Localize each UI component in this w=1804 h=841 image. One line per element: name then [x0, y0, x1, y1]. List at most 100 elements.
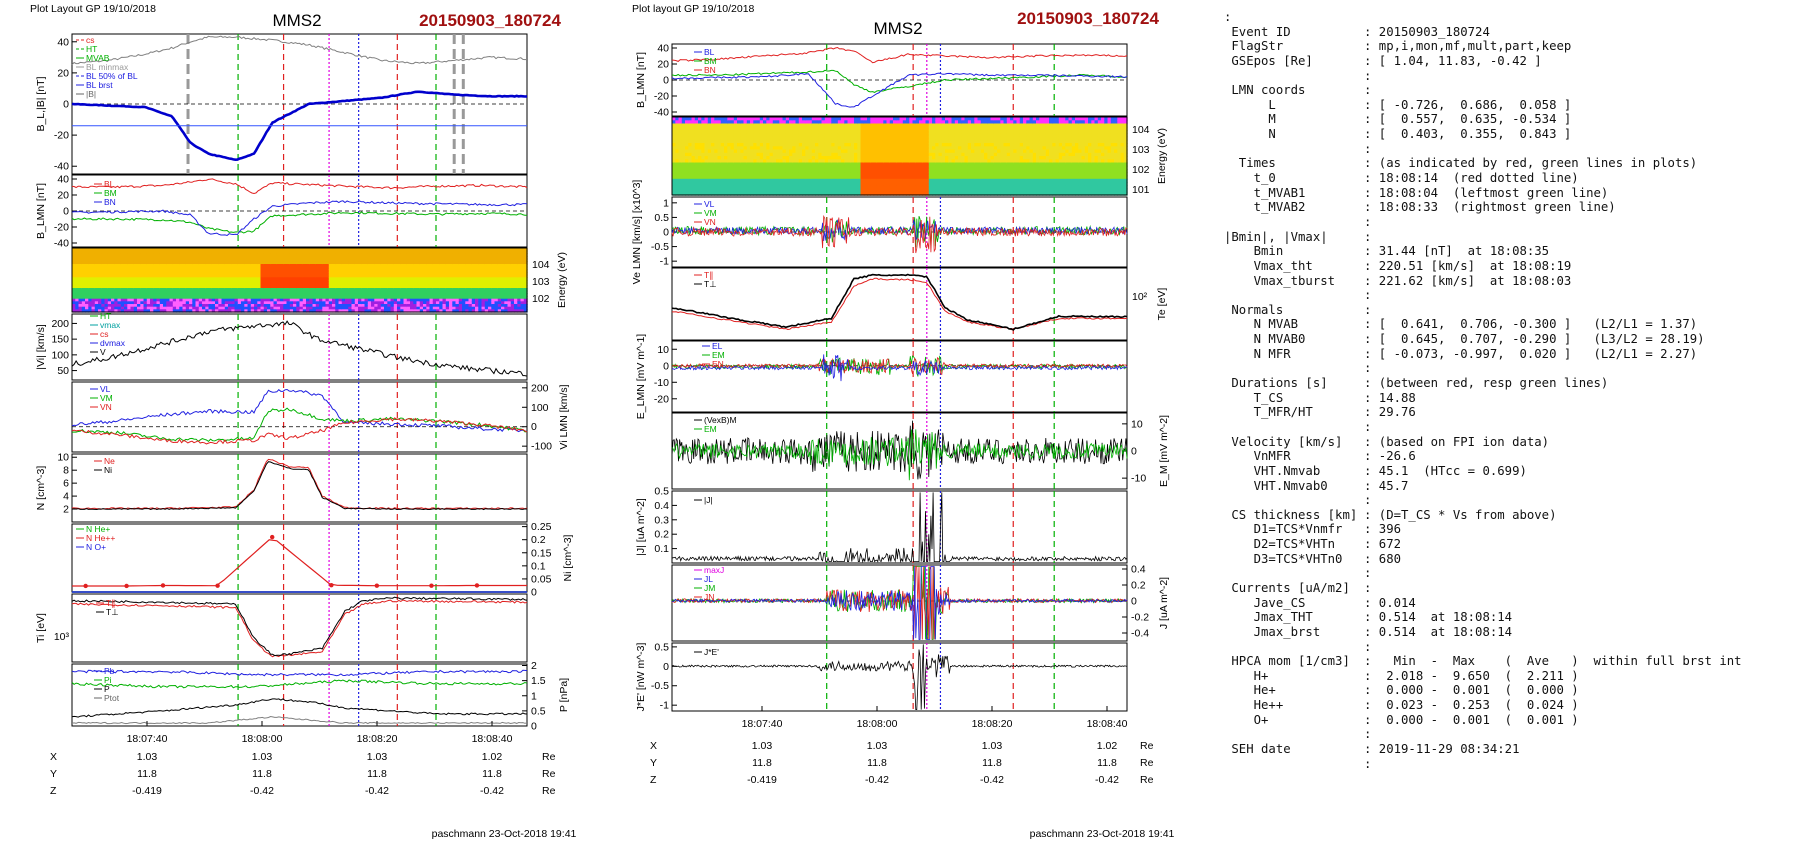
- spectrogram-cell: [179, 258, 184, 262]
- spectrogram-cell: [364, 261, 369, 265]
- spectrogram-cell: [397, 274, 401, 278]
- spectrogram-cell: [481, 248, 486, 252]
- spectrogram-cell: [257, 266, 262, 270]
- spectrogram-cell: [166, 258, 171, 262]
- spectrogram-cell: [208, 304, 213, 308]
- spectrogram-cell: [494, 258, 499, 262]
- spectrogram-cell: [792, 126, 797, 131]
- spectrogram-cell: [704, 162, 709, 167]
- spectrogram-cell: [714, 139, 719, 144]
- spectrogram-cell: [244, 258, 249, 262]
- spectrogram-cell: [769, 136, 774, 141]
- spectrogram-cell: [675, 156, 680, 160]
- spectrogram-cell: [140, 269, 145, 273]
- spectrogram-cell: [468, 285, 473, 289]
- spectrogram-cell: [241, 304, 245, 308]
- spectrogram-cell: [124, 304, 128, 308]
- spectrogram-cell: [319, 301, 323, 305]
- spectrogram-cell: [740, 162, 745, 167]
- spectrogram-cell: [685, 136, 689, 141]
- spectrogram-cell: [263, 280, 268, 284]
- spectrogram-cell: [182, 269, 187, 273]
- spectrogram-cell: [364, 256, 369, 260]
- spectrogram-cell: [759, 117, 764, 121]
- spectrogram-cell: [691, 191, 696, 196]
- spectrogram-cell: [701, 182, 706, 186]
- spectrogram-cell: [808, 156, 813, 160]
- spectrogram-cell: [766, 162, 771, 167]
- spectrogram-cell: [228, 282, 232, 286]
- spectrogram-cell: [143, 253, 148, 257]
- panel-frame: [71, 313, 528, 381]
- spectrogram-cell: [120, 306, 125, 310]
- spectrogram-cell: [442, 256, 447, 260]
- spectrogram-cell: [94, 290, 99, 294]
- spectrogram-cell: [841, 156, 845, 160]
- ephem-value: 1.03: [252, 751, 273, 763]
- spectrogram-cell: [377, 280, 382, 284]
- spectrogram-cell: [798, 191, 803, 196]
- spectrogram-cell: [163, 306, 167, 310]
- spectrogram-cell: [423, 282, 427, 286]
- spectrogram-cell: [462, 304, 466, 308]
- spectrogram-cell: [462, 250, 466, 254]
- spectrogram-cell: [685, 133, 689, 138]
- spectrogram-cell: [75, 296, 80, 300]
- spectrogram-cell: [156, 282, 161, 286]
- spectrogram-cell: [834, 117, 839, 121]
- spectrogram-cell: [694, 172, 699, 177]
- spectrogram-cell: [821, 126, 826, 131]
- spectrogram-cell: [403, 261, 408, 265]
- spectrogram-cell: [163, 264, 167, 268]
- spectrogram-cell: [478, 285, 483, 289]
- spectrogram-cell: [769, 139, 774, 144]
- spectrogram-cell: [104, 274, 109, 278]
- spectrogram-cell: [341, 296, 346, 300]
- spectrogram-cell: [169, 277, 174, 281]
- spectrogram-cell: [517, 256, 522, 260]
- spectrogram-cell: [166, 282, 171, 286]
- spectrogram-cell: [828, 149, 832, 154]
- spectrogram-cell: [691, 188, 696, 193]
- spectrogram-cell: [792, 165, 797, 170]
- spectrogram-cell: [507, 306, 512, 310]
- spectrogram-cell: [808, 130, 813, 134]
- spectrogram-cell: [795, 165, 800, 170]
- spectrogram-cell: [818, 172, 823, 177]
- spectrogram-cell: [397, 256, 401, 260]
- spectrogram-cell: [270, 293, 275, 297]
- spectrogram-cell: [458, 258, 463, 262]
- spectrogram-cell: [494, 282, 499, 286]
- spectrogram-cell: [143, 304, 148, 308]
- spectrogram-cell: [782, 136, 787, 141]
- spectrogram-cell: [727, 191, 732, 196]
- y-axis-label: Vi LMN [km/s]: [558, 384, 570, 449]
- spectrogram-cell: [302, 274, 307, 278]
- spectrogram-cell: [371, 266, 375, 270]
- spectrogram-cell: [286, 261, 291, 265]
- spectrogram-cell: [276, 277, 281, 281]
- spectrogram-cell: [733, 162, 738, 167]
- spectrogram-cell: [374, 272, 379, 276]
- spectrogram-cell: [733, 136, 738, 141]
- spectrogram-cell: [517, 253, 522, 257]
- spectrogram-cell: [400, 250, 405, 254]
- spectrogram-cell: [189, 261, 193, 265]
- spectrogram-cell: [672, 133, 676, 138]
- spectrogram-cell: [371, 272, 375, 276]
- spectrogram-cell: [332, 309, 336, 313]
- panel-frame: [71, 663, 528, 727]
- y-tick-label: -40: [54, 238, 69, 250]
- spectrogram-cell: [319, 277, 323, 281]
- spectrogram-cell: [504, 264, 509, 268]
- spectrogram-cell: [452, 301, 457, 305]
- spectrogram-cell: [792, 178, 797, 183]
- spectrogram-cell: [802, 117, 806, 121]
- spectrogram-cell: [137, 272, 141, 276]
- spectrogram-cell: [341, 309, 346, 313]
- spectrogram-cell: [296, 301, 301, 305]
- spectrogram-cell: [143, 288, 148, 292]
- spectrogram-cell: [380, 269, 385, 273]
- spectrogram-cell: [140, 304, 145, 308]
- spectrogram-cell: [244, 256, 249, 260]
